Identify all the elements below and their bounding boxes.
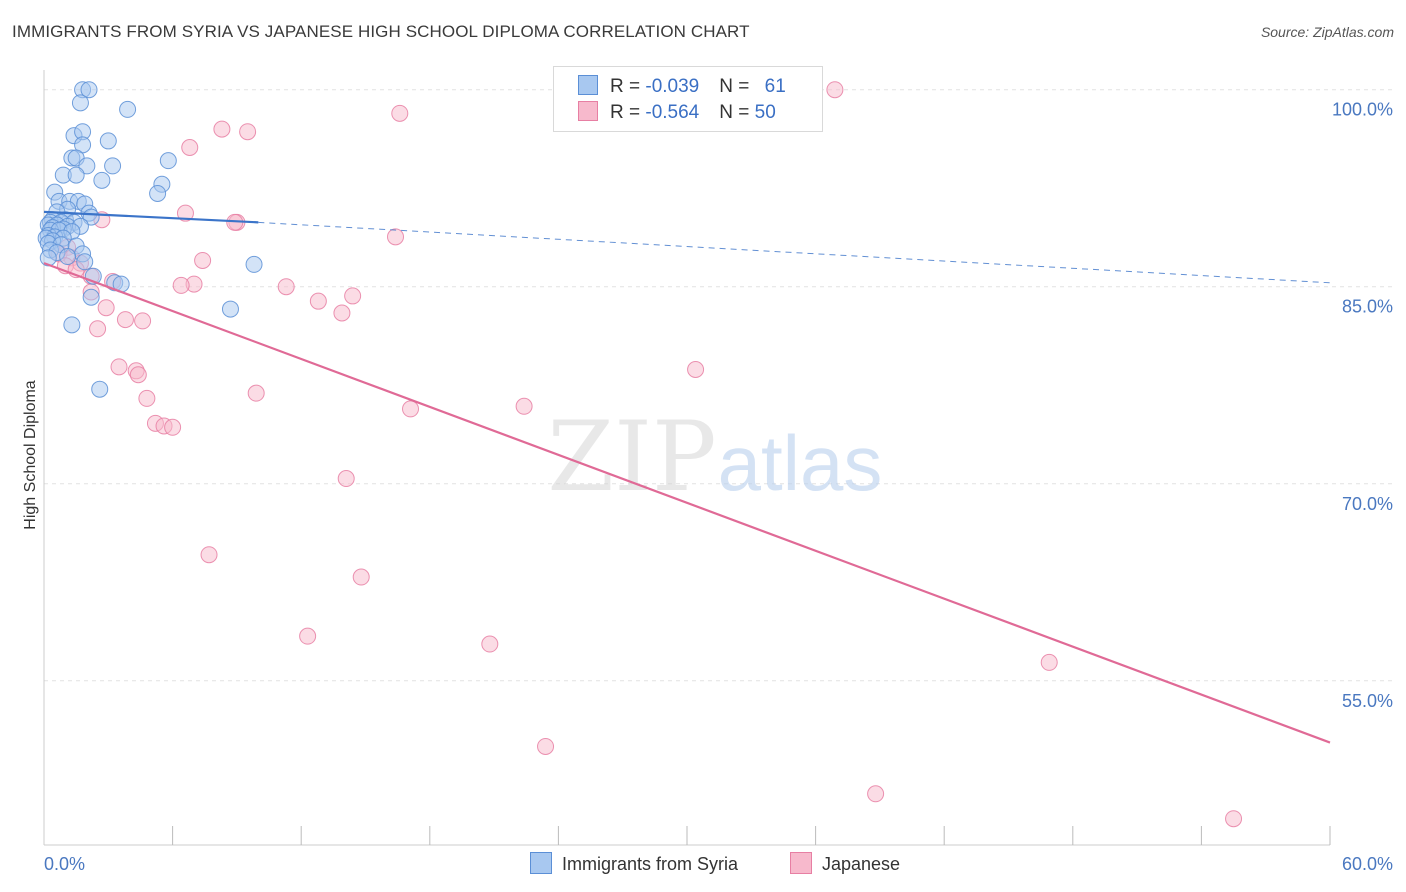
legend: R = -0.039 N = 61 R = -0.564 N = 50 [553, 66, 823, 132]
data-point-japanese [402, 400, 420, 418]
data-point-syria [91, 380, 109, 398]
data-point-japanese [352, 568, 370, 586]
legend-n-value: 61 [764, 76, 786, 97]
legend-r-label: R = [610, 76, 646, 97]
data-point-japanese [194, 251, 212, 269]
data-point-japanese [1040, 653, 1058, 671]
legend-r-value: -0.039 [645, 76, 700, 97]
data-point-japanese [344, 287, 362, 305]
data-point-japanese [481, 635, 499, 653]
data-point-syria [221, 300, 239, 318]
legend-n-label: N = [719, 102, 755, 123]
watermark-atlas: atlas [718, 419, 883, 507]
y-tick-label: 55.0% [1342, 691, 1393, 711]
y-axis-label: High School Diploma [22, 380, 39, 530]
data-point-syria [119, 100, 137, 118]
data-point-japanese [277, 278, 295, 296]
data-point-syria [104, 157, 122, 175]
data-point-syria [59, 248, 77, 266]
legend-swatch-japanese [578, 101, 598, 121]
data-point-japanese [515, 397, 533, 415]
x-tick-label: 0.0% [44, 854, 85, 874]
bottom-legend-swatch-japanese [790, 852, 812, 874]
data-point-japanese [337, 470, 355, 488]
bottom-legend-japanese: Japanese [790, 852, 900, 875]
data-point-syria [76, 253, 94, 271]
data-point-syria [63, 316, 81, 334]
data-point-japanese [867, 785, 885, 803]
grid-lines [44, 89, 1395, 682]
source-label: Source: ZipAtlas.com [1260, 24, 1394, 40]
x-tick-label: 60.0% [1342, 854, 1393, 874]
data-point-syria [71, 94, 89, 112]
data-point-japanese [172, 276, 190, 294]
data-point-japanese [129, 366, 147, 384]
data-point-syria [39, 249, 57, 267]
data-point-syria [67, 166, 85, 184]
data-point-japanese [176, 204, 194, 222]
legend-r-label: R = [610, 102, 646, 123]
data-point-japanese [89, 320, 107, 338]
data-point-japanese [138, 389, 156, 407]
bottom-legend-swatch-syria [530, 852, 552, 874]
bottom-legend-syria: Immigrants from Syria [530, 852, 738, 875]
data-point-syria [245, 255, 263, 273]
watermark-zip: ZIP [547, 401, 716, 513]
legend-swatch-syria [578, 75, 598, 95]
data-point-japanese [333, 304, 351, 322]
data-point-japanese [391, 104, 409, 122]
trend-line-syria [43, 210, 259, 224]
data-point-japanese [116, 311, 134, 329]
bottom-legend-label: Immigrants from Syria [562, 854, 739, 874]
data-point-japanese [309, 292, 327, 310]
data-point-syria [82, 288, 100, 306]
data-point-japanese [1225, 810, 1243, 828]
data-point-japanese [134, 312, 152, 330]
data-points [37, 81, 1243, 828]
watermark: ZIP atlas [547, 401, 882, 513]
legend-n-value: 50 [754, 102, 776, 123]
legend-n-label: N = [719, 76, 755, 97]
axes [43, 70, 1331, 846]
trend-line-syria-extension [258, 221, 1331, 284]
y-tick-label: 70.0% [1342, 494, 1393, 514]
data-point-japanese [200, 546, 218, 564]
chart-title: IMMIGRANTS FROM SYRIA VS JAPANESE HIGH S… [12, 22, 750, 41]
trend-lines [43, 210, 1331, 744]
data-point-japanese [97, 299, 115, 317]
y-tick-label: 85.0% [1342, 297, 1393, 317]
trend-line-japanese [43, 262, 1331, 744]
data-point-japanese [239, 123, 257, 141]
data-point-japanese [181, 139, 199, 156]
data-point-japanese [687, 360, 705, 378]
data-point-japanese [826, 81, 844, 99]
data-point-japanese [537, 737, 555, 755]
data-point-syria [80, 81, 98, 99]
data-point-japanese [110, 358, 128, 376]
data-point-japanese [213, 120, 231, 138]
data-point-syria [99, 132, 117, 150]
legend-r-value: -0.564 [645, 102, 700, 123]
data-point-japanese [164, 418, 182, 436]
data-point-japanese [247, 384, 265, 402]
data-point-syria [93, 171, 111, 189]
data-point-japanese [387, 228, 405, 246]
bottom-legend-label: Japanese [822, 854, 901, 874]
tick-labels: 100.0% 85.0% 70.0% 55.0% 0.0% 60.0% [44, 100, 1393, 874]
data-point-japanese [299, 627, 317, 645]
legend-row-syria: R = -0.039 N = 61 [578, 75, 786, 101]
data-point-syria [149, 184, 167, 202]
y-tick-label: 100.0% [1332, 100, 1393, 120]
data-point-syria [159, 152, 177, 170]
legend-row-japanese: R = -0.564 N = 50 [578, 101, 776, 127]
